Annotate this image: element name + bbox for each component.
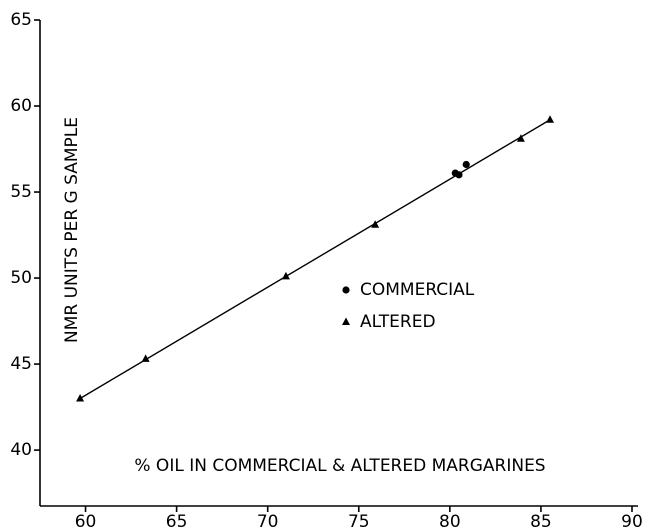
legend-marker	[342, 317, 350, 325]
y-tick-label: 40	[10, 440, 32, 460]
x-tick-label: 90	[621, 512, 643, 528]
legend-label: COMMERCIAL	[360, 280, 475, 300]
y-tick-label: 55	[10, 182, 32, 202]
y-tick-label: 45	[10, 354, 32, 374]
x-tick-label: 75	[348, 512, 370, 528]
y-tick-label: 60	[10, 96, 32, 116]
point	[281, 271, 290, 280]
point	[546, 115, 555, 123]
y-tick-label: 65	[10, 10, 32, 30]
x-axis-label: % OIL IN COMMERCIAL & ALTERED MARGARINES	[134, 456, 545, 476]
x-tick-label: 70	[257, 512, 279, 528]
point	[76, 393, 85, 402]
point	[516, 134, 525, 142]
x-tick-label: 80	[439, 512, 461, 528]
point	[462, 160, 470, 169]
legend-label: ALTERED	[360, 312, 436, 332]
x-tick-label: 65	[166, 512, 188, 528]
y-tick-label: 50	[10, 268, 32, 288]
point	[371, 220, 380, 228]
y-axis-label: NMR UNITS PER G SAMPLE	[62, 117, 82, 343]
point	[455, 171, 463, 179]
point	[141, 354, 150, 362]
x-tick-label: 60	[75, 512, 97, 528]
x-tick-label: 85	[530, 512, 552, 528]
fit-line	[79, 119, 551, 400]
legend-marker	[342, 286, 350, 294]
